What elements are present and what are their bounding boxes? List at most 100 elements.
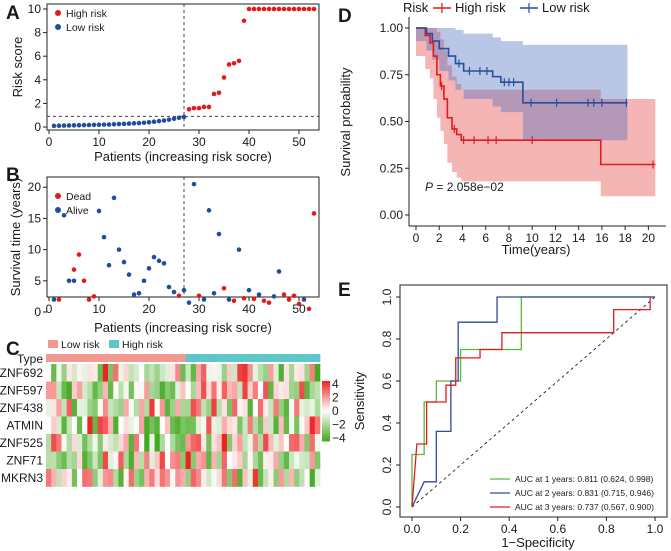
heatmap-cell — [309, 469, 316, 487]
heatmap-annotation-cell — [237, 354, 243, 362]
heatmap-cell — [314, 416, 321, 435]
panel-b-point — [106, 262, 112, 268]
panel-b-xtick-label: 20 — [142, 302, 156, 316]
heatmap-cell — [71, 434, 78, 452]
heatmap-cell — [237, 469, 243, 487]
heatmap-cell — [175, 416, 181, 435]
heatmap-cell — [206, 381, 212, 400]
heatmap-cell — [232, 434, 238, 452]
heatmap-cell — [139, 469, 145, 487]
panel-e-ytick-label: 1.0 — [380, 288, 394, 305]
heatmap-annotation-cell — [190, 354, 197, 362]
panel-a-point — [136, 120, 142, 126]
colorbar-segment — [322, 387, 330, 390]
heatmap-cell — [139, 451, 145, 470]
panel-b-ytick-label: 10 — [28, 243, 42, 257]
heatmap-cell — [232, 381, 238, 400]
heatmap-cell — [108, 399, 114, 417]
heatmap-cell — [221, 469, 228, 487]
heatmap-cell — [159, 364, 166, 382]
heatmap-cell — [77, 416, 83, 435]
heatmap-annotation-cell — [201, 354, 207, 362]
heatmap-cell — [294, 451, 300, 470]
panel-a-ytick-label: 4 — [34, 73, 41, 87]
heatmap-cell — [283, 451, 290, 470]
heatmap-cell — [51, 381, 57, 400]
heatmap-cell — [211, 434, 217, 452]
heatmap-cell — [97, 381, 104, 400]
heatmap-cell — [201, 381, 207, 400]
heatmap-cell — [226, 416, 233, 435]
heatmap-cell — [309, 416, 316, 435]
panel-d-xtick-label: 2 — [436, 231, 443, 245]
colorbar-segment — [322, 433, 330, 436]
heatmap-cell — [108, 381, 114, 400]
panel-label-a: A — [6, 3, 20, 24]
heatmap-cell — [97, 451, 104, 470]
panel-a-point — [286, 6, 292, 12]
heatmap-annotation-cell — [51, 354, 57, 362]
heatmap-cell — [247, 416, 254, 435]
panel-a-point — [231, 60, 237, 66]
heatmap-cell — [247, 469, 254, 487]
heatmap-cell — [51, 416, 57, 435]
heatmap-cell — [51, 364, 57, 382]
heatmap-cell — [113, 434, 119, 452]
heatmap-cell — [180, 381, 186, 400]
panel-a-ytick-label: 10 — [28, 2, 42, 16]
legend-d-high-label: High risk — [455, 0, 506, 15]
panel-d-xtick-label: 14 — [572, 231, 586, 245]
heatmap-cell — [164, 364, 171, 382]
heatmap-cell — [190, 416, 197, 435]
heatmap-cell — [268, 469, 274, 487]
heatmap-cell — [66, 399, 73, 417]
heatmap-cell — [242, 416, 248, 435]
heatmap-cell — [299, 381, 305, 400]
heatmap-cell — [221, 416, 228, 435]
panel-b-point — [51, 297, 57, 302]
heatmap-cell — [195, 451, 202, 470]
heatmap-cell — [56, 399, 62, 417]
heatmap-cell — [154, 451, 161, 470]
heatmap-cell — [97, 434, 104, 452]
pvalue-symbol: P — [425, 180, 433, 194]
heatmap-cell — [77, 469, 83, 487]
heatmap-cell — [133, 364, 140, 382]
heatmap-annotation-cell — [242, 354, 248, 362]
heatmap-cell — [263, 364, 269, 382]
heatmap-cell — [102, 381, 109, 400]
heatmap-cell — [268, 364, 274, 382]
heatmap-cell — [149, 381, 155, 400]
heatmap-cell — [170, 434, 176, 452]
panel-b-point — [261, 298, 267, 304]
panel-e-xlabel: 1−Specificity — [501, 535, 575, 550]
heatmap-cell — [221, 451, 228, 470]
heatmap-cell — [180, 416, 186, 435]
heatmap-annotation-cell — [149, 354, 155, 362]
heatmap-cell — [139, 364, 145, 382]
heatmap-cell — [128, 469, 135, 487]
heatmap-cell — [195, 364, 202, 382]
heatmap-cell — [102, 451, 109, 470]
heatmap-cell — [180, 399, 186, 417]
colorbar-segment — [322, 389, 330, 392]
heatmap-cell — [113, 381, 119, 400]
heatmap-cell — [252, 416, 259, 435]
panel-a-point — [266, 6, 272, 12]
heatmap-cell — [61, 399, 67, 417]
heatmap-cell — [288, 416, 295, 435]
heatmap-cell — [226, 364, 233, 382]
panel-b-xtick-label: 30 — [192, 302, 206, 316]
colorbar-segment — [322, 439, 330, 442]
legend-d-low-label: Low risk — [542, 0, 590, 15]
heatmap-cell — [299, 364, 305, 382]
panel-b-point — [256, 292, 262, 297]
panel-a-ytick-label: 0 — [34, 120, 41, 134]
panel-b-point — [101, 234, 107, 240]
panel-a-point — [66, 123, 72, 128]
heatmap-cell — [144, 364, 150, 382]
heatmap-annotation-cell — [263, 354, 269, 362]
heatmap-cell — [257, 381, 264, 400]
heatmap-cell — [144, 469, 150, 487]
heatmap-cell — [133, 416, 140, 435]
